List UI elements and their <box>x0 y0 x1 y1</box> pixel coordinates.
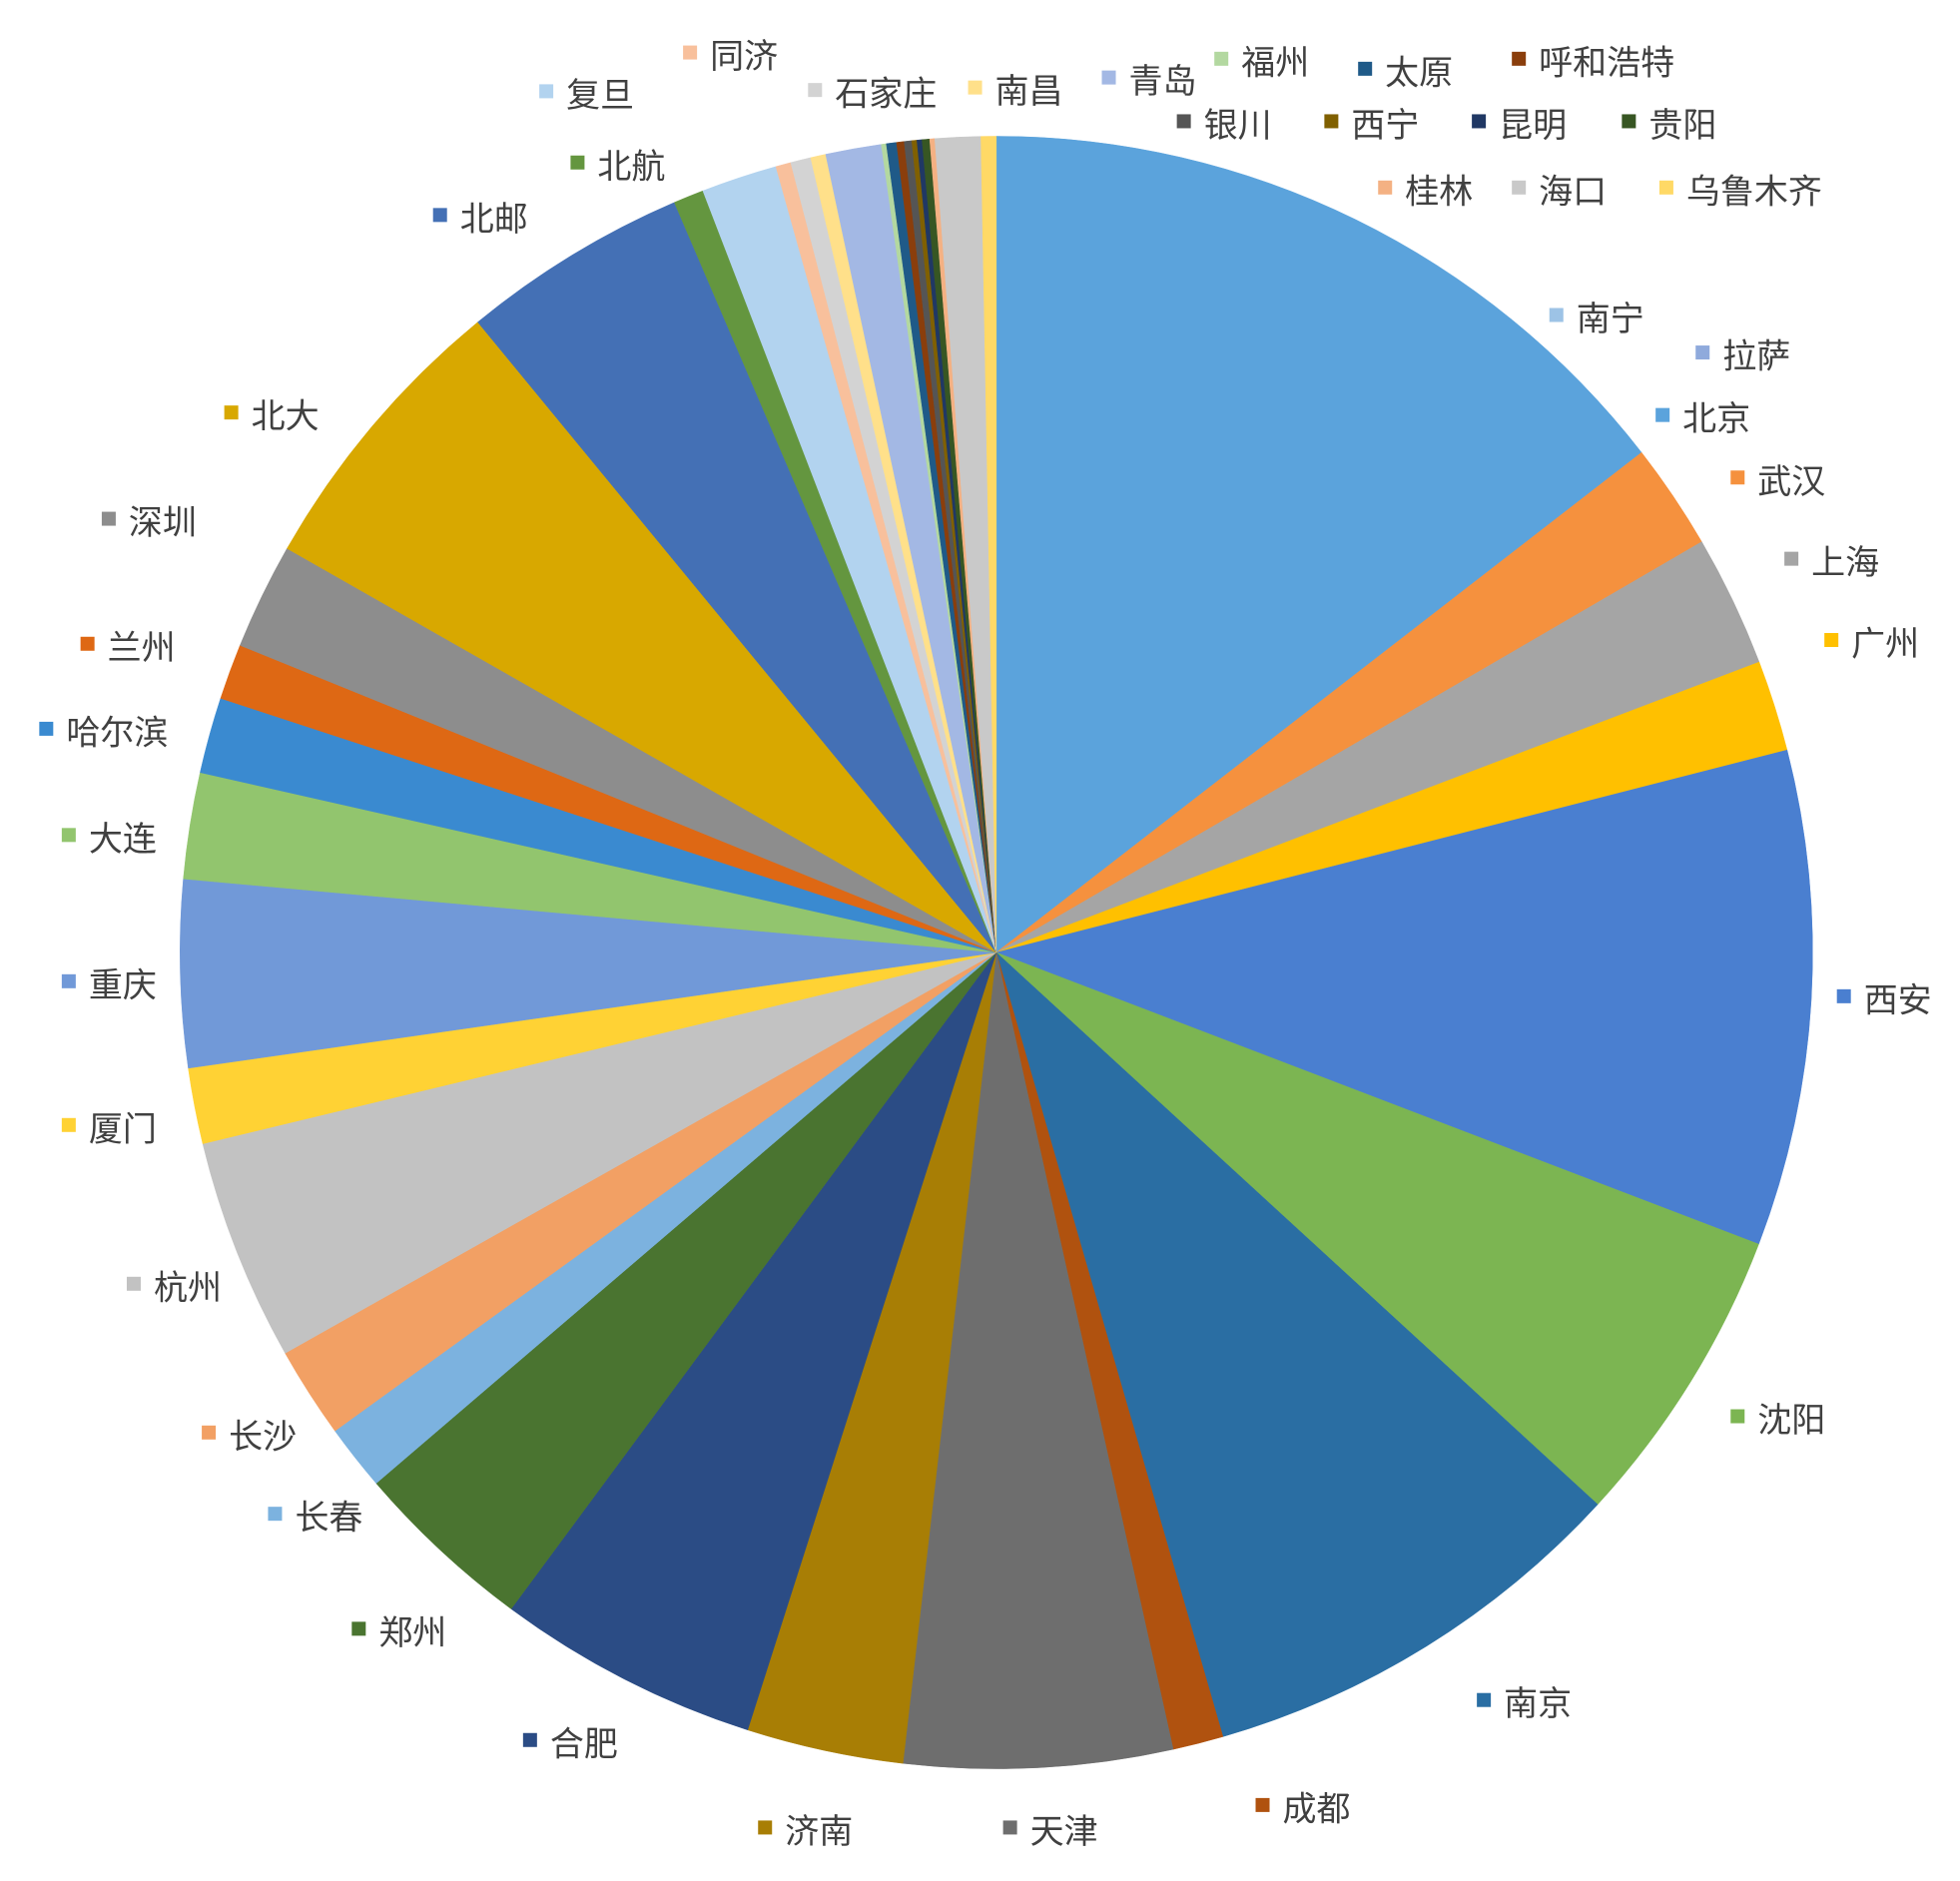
slice-label: 海口 <box>1539 172 1607 212</box>
slice-label: 北邮 <box>460 200 528 240</box>
legend-swatch <box>808 83 823 98</box>
legend-swatch <box>80 636 95 651</box>
slice-label: 乌鲁木齐 <box>1686 172 1822 212</box>
slice-label: 济南 <box>785 1812 853 1852</box>
legend-swatch <box>432 208 447 223</box>
slice-label: 太原 <box>1385 53 1453 93</box>
legend-swatch <box>224 405 239 420</box>
slice-label: 南宁 <box>1577 300 1644 339</box>
slice-label: 南京 <box>1504 1684 1572 1724</box>
legend-swatch <box>1002 1820 1017 1835</box>
legend-swatch <box>570 155 585 170</box>
slice-label: 兰州 <box>108 628 176 668</box>
slice-label: 沈阳 <box>1757 1401 1825 1441</box>
slice-label: 厦门 <box>89 1109 157 1149</box>
slice-label: 同济 <box>710 37 778 77</box>
pie-slice <box>477 202 997 953</box>
slice-label: 西宁 <box>1351 106 1419 146</box>
legend-swatch <box>1378 180 1393 195</box>
slice-label: 长春 <box>295 1499 362 1539</box>
slice-label: 石家庄 <box>835 75 937 115</box>
legend-swatch <box>61 1117 76 1132</box>
legend-swatch <box>202 1425 217 1440</box>
pie-slice <box>510 951 997 1731</box>
legend-swatch <box>1255 1797 1270 1812</box>
legend-swatch <box>1836 988 1851 1003</box>
slice-label: 福州 <box>1241 43 1309 83</box>
legend-swatch <box>1358 61 1373 76</box>
legend-swatch <box>1477 1692 1492 1707</box>
legend-swatch <box>268 1507 283 1522</box>
legend-swatch <box>1549 308 1564 322</box>
slice-label: 长沙 <box>229 1417 297 1457</box>
pie-slice <box>902 951 1174 1769</box>
slice-label: 郑州 <box>378 1613 446 1653</box>
legend-swatch <box>126 1276 141 1291</box>
legend-swatch <box>1695 345 1710 360</box>
legend-swatch <box>1512 51 1527 66</box>
legend-swatch <box>1324 114 1339 129</box>
pie-slice <box>980 136 997 953</box>
pie-slice <box>287 321 997 953</box>
legend-swatch <box>1101 70 1116 85</box>
slice-label: 银川 <box>1204 106 1272 146</box>
slice-label: 桂林 <box>1405 172 1473 212</box>
pie-slice <box>995 951 1759 1506</box>
pie-slice <box>995 136 1642 953</box>
legend-swatch <box>1176 114 1191 129</box>
slice-label: 合肥 <box>550 1724 618 1764</box>
legend-swatch <box>61 828 76 843</box>
legend-swatch <box>1824 633 1839 648</box>
pie-slice <box>995 951 1599 1737</box>
legend-swatch <box>1655 407 1670 422</box>
legend-swatch <box>1784 551 1799 566</box>
slice-label: 北大 <box>252 397 320 437</box>
slice-label: 北京 <box>1682 399 1750 439</box>
slice-label: 昆明 <box>1499 106 1567 146</box>
legend-swatch <box>539 84 554 99</box>
legend-swatch <box>683 45 698 60</box>
slice-label: 重庆 <box>89 965 157 1005</box>
slice-label: 北航 <box>597 147 665 187</box>
slice-label: 上海 <box>1811 543 1879 583</box>
pie-slice <box>202 951 996 1354</box>
legend-swatch <box>1622 114 1636 129</box>
legend-swatch <box>61 973 76 988</box>
slice-label: 天津 <box>1030 1812 1098 1852</box>
legend-swatch <box>968 80 982 95</box>
slice-label: 广州 <box>1851 625 1919 665</box>
legend-swatch <box>1730 1409 1745 1424</box>
slice-label: 哈尔滨 <box>66 713 168 753</box>
legend-swatch <box>758 1820 773 1835</box>
slice-label: 南昌 <box>995 72 1063 112</box>
legend-swatch <box>1658 180 1673 195</box>
legend-swatch <box>101 511 116 526</box>
slice-label: 深圳 <box>129 503 197 543</box>
slice-label: 杭州 <box>154 1268 222 1308</box>
slice-label: 贵阳 <box>1648 106 1716 146</box>
legend-swatch <box>39 721 54 736</box>
slice-label: 西安 <box>1864 980 1932 1020</box>
pie-slice <box>995 749 1813 1245</box>
legend-swatch <box>1214 51 1229 66</box>
legend-swatch <box>522 1732 537 1747</box>
slice-label: 成都 <box>1283 1789 1351 1829</box>
legend-swatch <box>351 1621 366 1636</box>
legend-swatch <box>1472 114 1487 129</box>
slice-label: 呼和浩特 <box>1539 43 1674 83</box>
slice-label: 武汉 <box>1757 462 1825 502</box>
slice-label: 拉萨 <box>1722 337 1790 377</box>
legend-swatch <box>1730 470 1745 485</box>
legend-swatch <box>1512 180 1527 195</box>
slice-label: 复旦 <box>566 76 634 116</box>
slice-label: 青岛 <box>1129 62 1197 102</box>
slice-label: 大连 <box>89 820 157 860</box>
